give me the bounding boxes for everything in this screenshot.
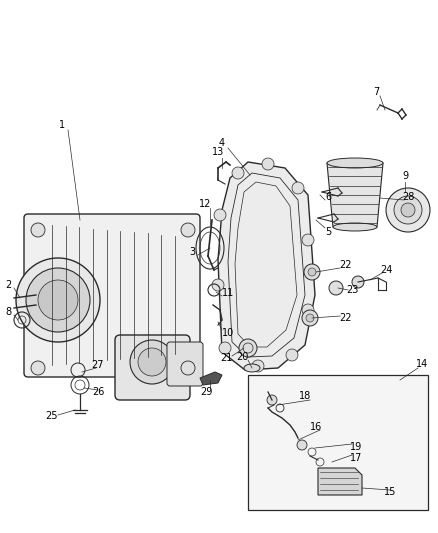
Polygon shape [200, 372, 222, 385]
Circle shape [394, 196, 422, 224]
Circle shape [219, 342, 231, 354]
Text: 17: 17 [350, 453, 362, 463]
Circle shape [214, 209, 226, 221]
Ellipse shape [244, 364, 260, 372]
Circle shape [38, 280, 78, 320]
Text: 18: 18 [299, 391, 311, 401]
Text: 29: 29 [200, 387, 212, 397]
Text: 10: 10 [222, 328, 234, 338]
Polygon shape [318, 468, 362, 495]
Circle shape [401, 203, 415, 217]
Circle shape [352, 276, 364, 288]
Text: 11: 11 [222, 288, 234, 298]
Circle shape [267, 395, 277, 405]
Circle shape [16, 258, 100, 342]
Text: 27: 27 [92, 360, 104, 370]
Text: 22: 22 [340, 313, 352, 323]
Circle shape [386, 188, 430, 232]
Text: 13: 13 [212, 147, 224, 157]
Circle shape [306, 314, 314, 322]
Text: 12: 12 [199, 199, 211, 209]
Ellipse shape [333, 223, 377, 231]
Circle shape [252, 360, 264, 372]
Circle shape [292, 182, 304, 194]
FancyBboxPatch shape [24, 214, 200, 377]
Text: 2: 2 [5, 280, 11, 290]
Circle shape [302, 304, 314, 316]
Polygon shape [248, 375, 428, 510]
Circle shape [329, 281, 343, 295]
Text: 3: 3 [189, 247, 195, 257]
Circle shape [239, 339, 257, 357]
Text: 8: 8 [5, 307, 11, 317]
Circle shape [31, 361, 45, 375]
Circle shape [308, 268, 316, 276]
Text: 26: 26 [92, 387, 104, 397]
Circle shape [286, 349, 298, 361]
Circle shape [181, 223, 195, 237]
Text: 4: 4 [219, 138, 225, 148]
Circle shape [181, 361, 195, 375]
Circle shape [304, 264, 320, 280]
Circle shape [31, 223, 45, 237]
Polygon shape [218, 162, 315, 370]
Text: 16: 16 [310, 422, 322, 432]
Text: 28: 28 [402, 192, 414, 202]
Circle shape [297, 440, 307, 450]
Text: 9: 9 [402, 171, 408, 181]
Text: 24: 24 [380, 265, 392, 275]
Text: 23: 23 [346, 285, 358, 295]
Ellipse shape [327, 158, 383, 168]
Circle shape [130, 340, 174, 384]
Text: 5: 5 [325, 227, 331, 237]
Text: 14: 14 [416, 359, 428, 369]
Circle shape [26, 268, 90, 332]
Text: 25: 25 [46, 411, 58, 421]
Text: 15: 15 [384, 487, 396, 497]
FancyBboxPatch shape [115, 335, 190, 400]
Circle shape [212, 279, 224, 291]
FancyBboxPatch shape [167, 342, 203, 386]
Text: 20: 20 [236, 352, 248, 362]
Text: 7: 7 [373, 87, 379, 97]
Text: 21: 21 [220, 353, 232, 363]
Circle shape [302, 234, 314, 246]
Circle shape [232, 167, 244, 179]
Circle shape [138, 348, 166, 376]
Polygon shape [327, 163, 383, 227]
Circle shape [302, 310, 318, 326]
Text: 19: 19 [350, 442, 362, 452]
Text: 6: 6 [325, 192, 331, 202]
Text: 1: 1 [59, 120, 65, 130]
Circle shape [262, 158, 274, 170]
Text: 22: 22 [340, 260, 352, 270]
